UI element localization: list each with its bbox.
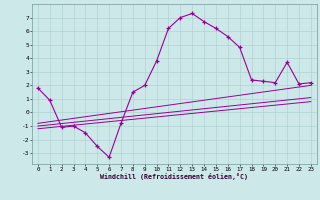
X-axis label: Windchill (Refroidissement éolien,°C): Windchill (Refroidissement éolien,°C) bbox=[100, 173, 248, 180]
